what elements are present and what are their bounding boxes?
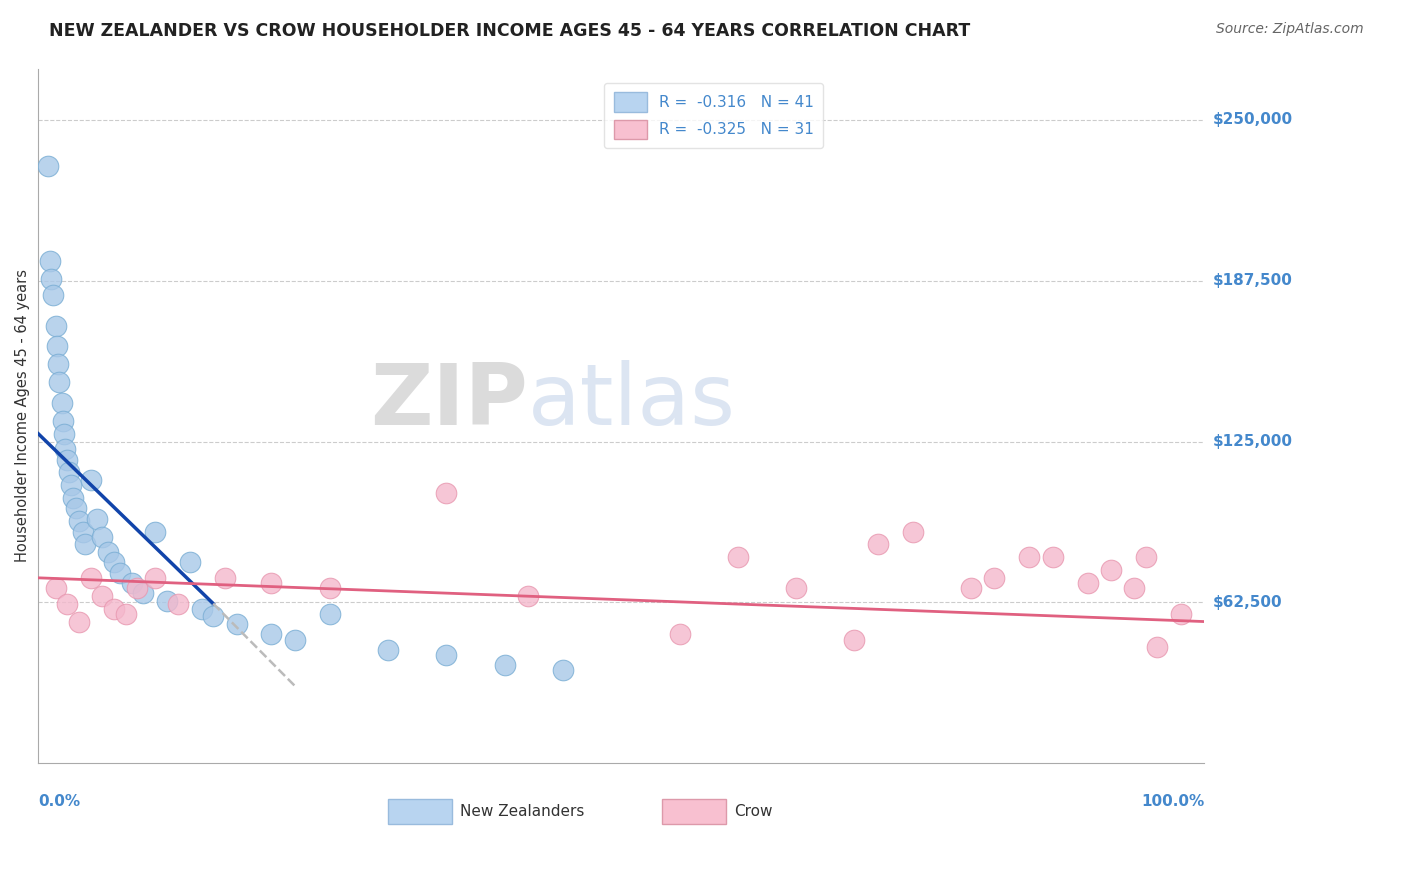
Point xyxy=(46,339,69,353)
Point xyxy=(39,272,62,286)
Point xyxy=(434,486,457,500)
Point xyxy=(866,537,889,551)
Point xyxy=(39,254,62,268)
Point xyxy=(65,501,87,516)
Text: ZIP: ZIP xyxy=(370,360,529,443)
Point xyxy=(494,658,516,673)
Point xyxy=(1077,576,1099,591)
Point xyxy=(434,648,457,662)
Point xyxy=(80,473,103,487)
Point xyxy=(114,607,136,621)
Point xyxy=(727,550,749,565)
Point xyxy=(53,442,76,457)
Text: 100.0%: 100.0% xyxy=(1140,794,1204,809)
Point xyxy=(179,555,201,569)
FancyBboxPatch shape xyxy=(662,799,725,824)
Point xyxy=(319,581,342,595)
Point xyxy=(983,571,1005,585)
Text: 0.0%: 0.0% xyxy=(38,794,80,809)
Point xyxy=(48,376,70,390)
Point xyxy=(91,589,114,603)
Text: $250,000: $250,000 xyxy=(1212,112,1292,128)
Text: $62,500: $62,500 xyxy=(1212,595,1282,610)
Point xyxy=(51,396,73,410)
Point xyxy=(103,555,125,569)
Y-axis label: Householder Income Ages 45 - 64 years: Householder Income Ages 45 - 64 years xyxy=(15,269,30,562)
Point xyxy=(53,426,76,441)
Legend: R =  -0.316   N = 41, R =  -0.325   N = 31: R = -0.316 N = 41, R = -0.325 N = 31 xyxy=(605,83,824,148)
Point xyxy=(143,571,166,585)
Text: $187,500: $187,500 xyxy=(1212,273,1292,288)
Point xyxy=(167,597,190,611)
Point xyxy=(45,581,67,595)
Point xyxy=(58,466,80,480)
Point xyxy=(42,288,65,302)
Point xyxy=(1135,550,1157,565)
Text: New Zealanders: New Zealanders xyxy=(460,805,585,819)
Point xyxy=(214,571,236,585)
Point xyxy=(1146,640,1168,655)
Point xyxy=(97,545,120,559)
Point xyxy=(668,627,690,641)
Text: NEW ZEALANDER VS CROW HOUSEHOLDER INCOME AGES 45 - 64 YEARS CORRELATION CHART: NEW ZEALANDER VS CROW HOUSEHOLDER INCOME… xyxy=(49,22,970,40)
Point xyxy=(551,664,574,678)
Point xyxy=(67,615,90,629)
Point xyxy=(37,159,59,173)
Point xyxy=(1099,563,1122,577)
Point xyxy=(46,357,69,371)
Point xyxy=(143,524,166,539)
Point xyxy=(960,581,983,595)
Point xyxy=(45,318,67,333)
Point xyxy=(377,643,399,657)
Point xyxy=(1170,607,1192,621)
Text: Crow: Crow xyxy=(734,805,773,819)
Point xyxy=(72,524,94,539)
Point xyxy=(108,566,131,580)
Point xyxy=(86,511,108,525)
Point xyxy=(202,609,225,624)
Point xyxy=(517,589,540,603)
Point xyxy=(284,632,307,647)
Point xyxy=(260,627,283,641)
Point xyxy=(56,452,79,467)
Text: $125,000: $125,000 xyxy=(1212,434,1292,449)
Point xyxy=(1018,550,1040,565)
Point xyxy=(121,576,143,591)
Point xyxy=(260,576,283,591)
Point xyxy=(73,537,96,551)
Point xyxy=(901,524,924,539)
Point xyxy=(225,617,247,632)
Text: Source: ZipAtlas.com: Source: ZipAtlas.com xyxy=(1216,22,1364,37)
Point xyxy=(127,581,149,595)
Point xyxy=(67,514,90,528)
Point xyxy=(155,594,177,608)
Point xyxy=(132,586,155,600)
Point xyxy=(62,491,84,505)
Point xyxy=(91,530,114,544)
Point xyxy=(103,601,125,615)
Point xyxy=(319,607,342,621)
Point xyxy=(844,632,866,647)
Point xyxy=(1123,581,1146,595)
Point xyxy=(1042,550,1064,565)
Point xyxy=(785,581,807,595)
Point xyxy=(190,601,212,615)
Point xyxy=(56,597,79,611)
Point xyxy=(52,414,75,428)
Text: atlas: atlas xyxy=(529,360,735,443)
Point xyxy=(80,571,103,585)
Point xyxy=(59,478,82,492)
FancyBboxPatch shape xyxy=(388,799,453,824)
